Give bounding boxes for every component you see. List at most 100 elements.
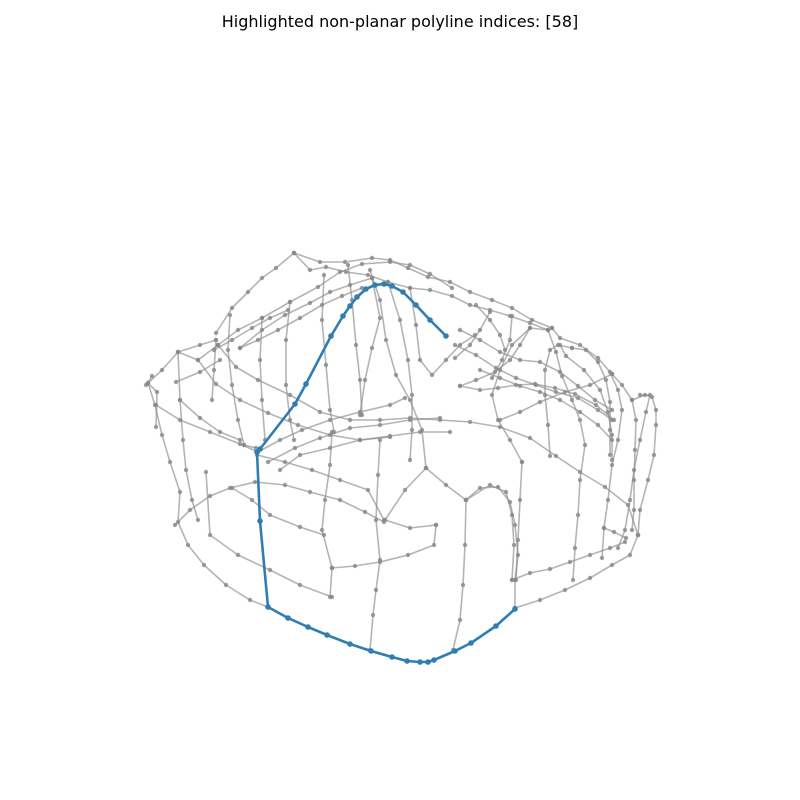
wire-vertex	[409, 427, 415, 433]
wire-vertex	[291, 250, 297, 256]
wire-vertex	[495, 385, 501, 391]
wire-vertex	[245, 289, 251, 295]
wire-vertex	[319, 527, 325, 533]
wire-vertex	[213, 330, 219, 336]
wire-vertex	[237, 441, 243, 447]
wire-vertex	[443, 357, 449, 363]
wire-vertex	[460, 582, 466, 588]
wire-vertex	[345, 262, 351, 268]
wire-vertex	[553, 349, 559, 355]
highlight-vertex	[254, 449, 260, 455]
wire-vertex	[282, 459, 288, 465]
wire-vertex	[509, 342, 515, 348]
wire-polyline	[387, 281, 413, 461]
wire-vertex	[609, 407, 615, 413]
wire-vertex	[517, 357, 523, 363]
wire-vertex	[477, 337, 483, 343]
wire-vertex	[247, 597, 253, 603]
wire-vertex	[569, 397, 575, 403]
wire-vertex	[197, 342, 203, 348]
wire-vertex	[467, 419, 473, 425]
wire-vertex	[452, 342, 458, 348]
wire-vertex	[489, 297, 495, 303]
wire-vertex	[609, 437, 615, 443]
wire-vertex	[327, 594, 333, 600]
wire-vertex	[297, 452, 303, 458]
wire-vertex	[153, 402, 159, 408]
wire-vertex	[595, 355, 601, 361]
wire-vertex	[577, 417, 583, 423]
wire-vertex	[375, 472, 381, 478]
wire-vertex	[207, 532, 213, 538]
wire-vertex	[173, 379, 179, 385]
wire-vertex	[609, 457, 615, 463]
wire-polyline	[239, 277, 373, 349]
wire-vertex	[423, 465, 429, 471]
wire-vertex	[633, 417, 639, 423]
highlight-vertex	[431, 657, 437, 663]
wire-vertex	[637, 437, 643, 443]
wire-vertex	[177, 397, 183, 403]
wire-polyline	[499, 373, 613, 421]
wire-polyline	[491, 327, 549, 463]
wire-vertex	[547, 347, 553, 353]
wire-vertex	[622, 527, 628, 533]
wire-vertex	[503, 489, 509, 495]
wire-polyline	[147, 375, 158, 428]
wire-polyline	[384, 467, 437, 529]
wire-vertex	[259, 275, 265, 281]
wire-vertex	[615, 387, 621, 393]
highlight-vertex	[305, 624, 311, 630]
wire-vertex	[607, 399, 613, 405]
wire-vertex	[537, 399, 543, 405]
wire-vertex	[327, 462, 333, 468]
wire-vertex	[583, 347, 589, 353]
wire-vertex	[513, 375, 519, 381]
wire-vertex	[297, 315, 303, 321]
wire-vertex	[317, 259, 323, 265]
wire-polyline	[177, 351, 199, 521]
highlight-vertex	[381, 281, 387, 287]
wire-vertex	[452, 355, 458, 361]
wire-vertex	[175, 349, 181, 355]
wire-vertex	[595, 422, 601, 428]
wire-vertex	[383, 337, 389, 343]
wire-vertex	[527, 435, 533, 441]
wire-vertex	[342, 259, 348, 265]
wire-vertex	[572, 545, 578, 551]
wire-vertex	[487, 317, 493, 323]
wire-vertex	[615, 437, 621, 443]
wire-vertex	[511, 542, 517, 548]
wire-vertex	[563, 353, 569, 359]
wire-vertex	[582, 442, 588, 448]
wire-vertex	[225, 347, 231, 353]
wire-vertex	[369, 275, 375, 281]
wire-vertex	[545, 422, 551, 428]
wire-vertex	[307, 489, 313, 495]
wire-vertex	[627, 552, 633, 558]
wire-vertex	[402, 487, 408, 493]
wire-vertex	[211, 367, 217, 373]
wire-vertex	[477, 327, 483, 333]
wire-vertex	[249, 497, 255, 503]
wire-vertex	[462, 542, 468, 548]
wire-vertex	[487, 309, 493, 315]
wire-vertex	[577, 409, 583, 415]
wire-vertex	[553, 389, 559, 395]
wire-vertex	[519, 459, 525, 465]
wire-vertex	[277, 467, 283, 473]
wire-vertex	[575, 383, 581, 389]
wire-vertex	[509, 313, 515, 319]
wire-vertex	[329, 429, 335, 435]
wire-vertex	[343, 269, 349, 275]
wire-vertex	[499, 357, 505, 363]
highlight-vertex	[354, 294, 360, 300]
highlight-vertex	[324, 632, 330, 638]
wire-vertex	[507, 357, 513, 363]
wire-vertex	[603, 377, 609, 383]
wire-vertex	[619, 382, 625, 388]
wire-vertex	[547, 566, 553, 572]
wire-vertex	[292, 445, 298, 451]
wire-vertex	[473, 302, 479, 308]
wire-vertex	[307, 267, 313, 273]
